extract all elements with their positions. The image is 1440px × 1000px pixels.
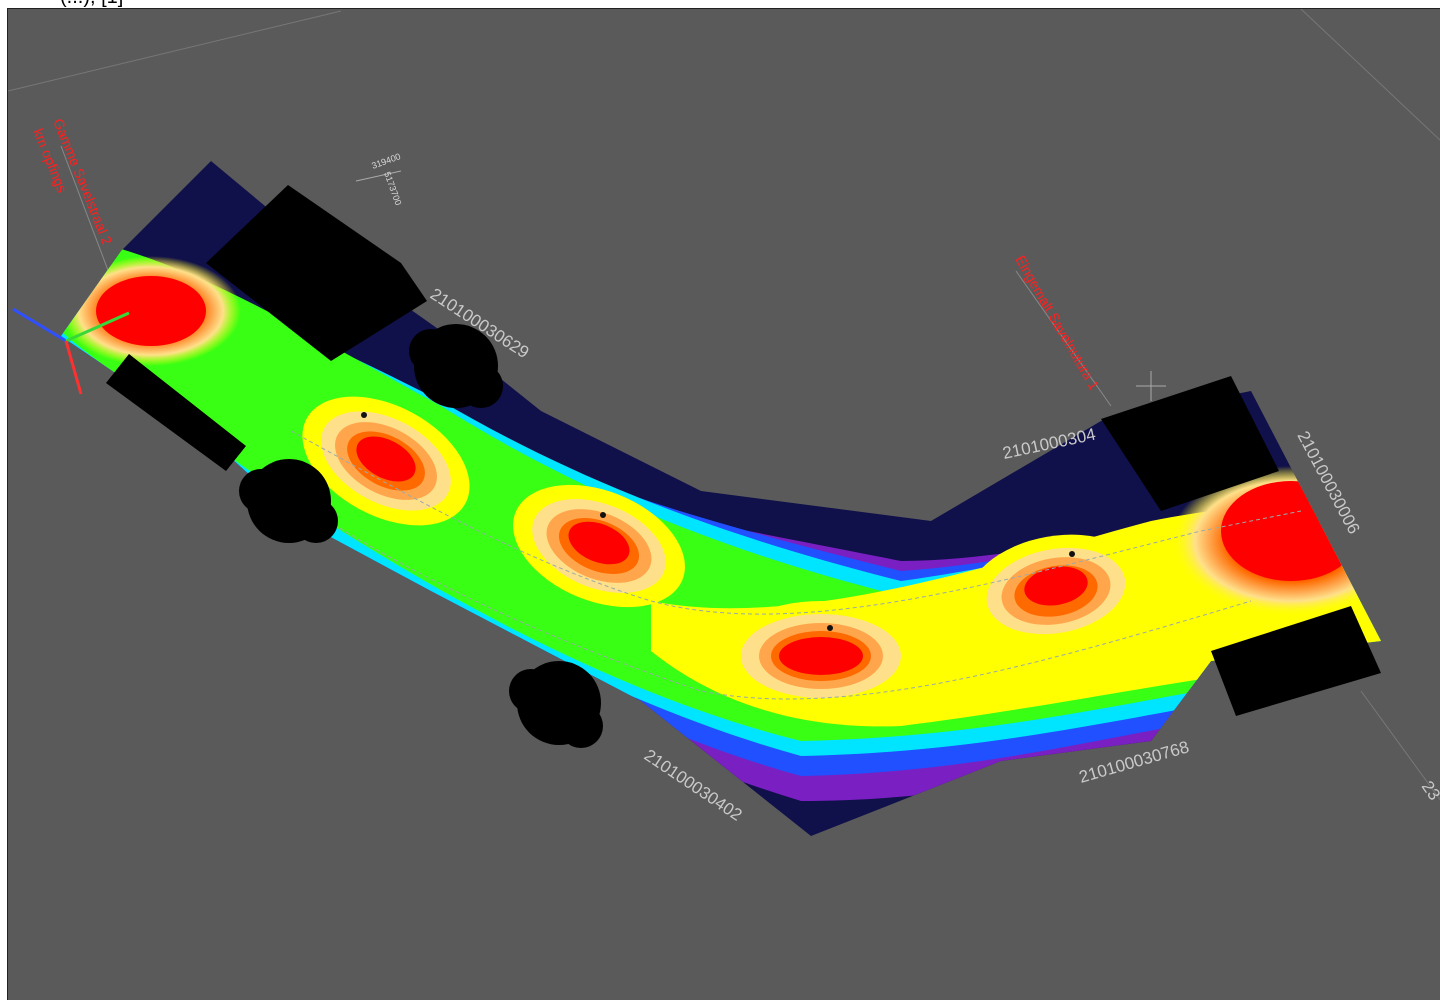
3d-viewport[interactable]: 210100030629 210100030402 210100030768 2… — [7, 8, 1440, 1000]
building-block[interactable] — [106, 354, 246, 471]
red-annotation: Eingemalt Savelnutura 1 — [1012, 253, 1102, 393]
light-pole-marker[interactable] — [600, 512, 606, 518]
illuminance-contour-map[interactable] — [41, 161, 1411, 836]
light-spot-4 — [966, 534, 1146, 648]
grid-line — [1015, 270, 1112, 407]
grid-line — [1360, 690, 1440, 801]
building-block[interactable] — [1101, 376, 1279, 511]
tree-icon — [409, 324, 503, 408]
parcel-label: 23 — [1418, 777, 1440, 803]
figure-caption-strip: (...), [1] — [0, 0, 1440, 9]
grid-coordinate: 319400 — [370, 151, 402, 171]
grid-cross — [355, 170, 402, 182]
building-block[interactable] — [1211, 606, 1381, 716]
grid-line — [8, 10, 342, 92]
tree-icon — [239, 459, 338, 543]
light-pole-marker[interactable] — [827, 625, 833, 631]
axis-gizmo[interactable] — [12, 307, 130, 395]
grid-line — [1300, 9, 1440, 141]
light-spot-1 — [302, 396, 470, 526]
light-spot-3 — [721, 601, 921, 711]
illuminance-scene[interactable]: 210100030629 210100030402 210100030768 2… — [8, 9, 1440, 1000]
light-pole-marker[interactable] — [361, 412, 367, 418]
figure-caption: (...), [1] — [60, 0, 123, 9]
building-block[interactable] — [206, 185, 427, 361]
light-pole-marker[interactable] — [1069, 551, 1075, 557]
grid-coordinate: 5173700 — [382, 170, 403, 206]
tree-icon — [509, 661, 603, 748]
light-spot-2 — [513, 484, 685, 608]
